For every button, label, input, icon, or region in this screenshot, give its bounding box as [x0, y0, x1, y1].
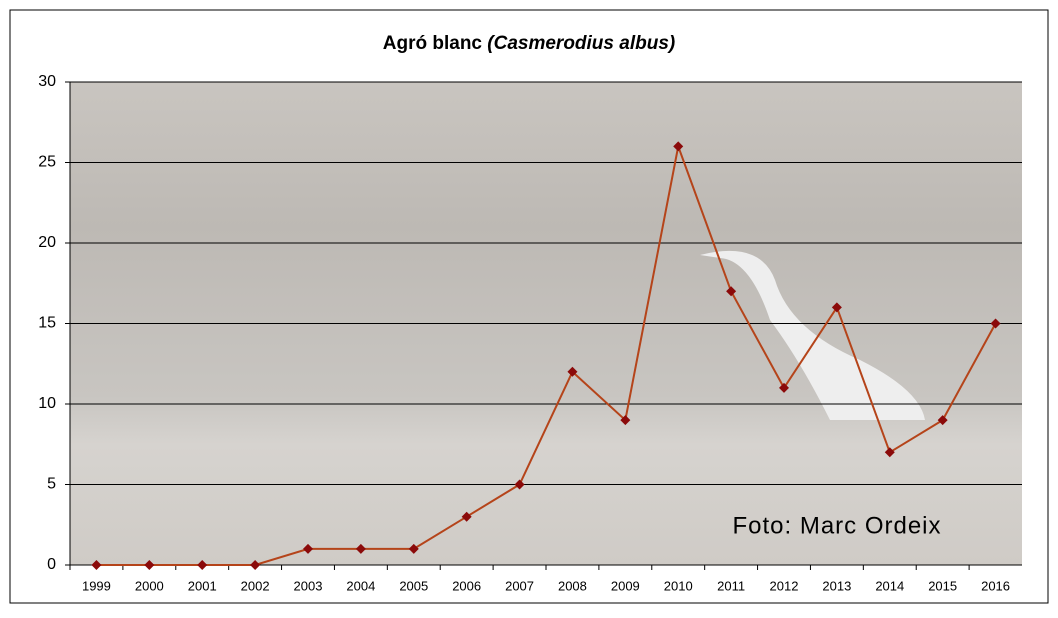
x-tick-label: 2011	[717, 578, 745, 593]
title-species: (Casmerodius albus)	[487, 33, 675, 54]
x-tick-label: 2003	[294, 578, 323, 593]
x-tick-label: 1999	[82, 578, 111, 593]
y-tick-label: 20	[38, 234, 56, 251]
x-tick-label: 2014	[875, 578, 904, 593]
x-tick-label: 2006	[452, 578, 481, 593]
chart: Agró blanc (Casmerodius albus) Foto: Mar…	[0, 0, 1058, 613]
x-tick-label: 2016	[981, 578, 1010, 593]
x-tick-label: 2002	[241, 578, 270, 593]
x-tick-label: 2008	[558, 578, 587, 593]
x-tick-label: 2004	[346, 578, 375, 593]
x-tick-label: 2012	[770, 578, 799, 593]
x-tick-label: 2009	[611, 578, 640, 593]
x-tick-label: 2000	[135, 578, 164, 593]
x-tick-label: 2005	[399, 578, 428, 593]
y-tick-label: 30	[38, 73, 56, 90]
x-tick-label: 2010	[664, 578, 693, 593]
title-main: Agró blanc	[383, 33, 483, 54]
photo-credit: Foto: Marc Ordeix	[732, 512, 941, 539]
y-tick-label: 0	[47, 556, 56, 573]
x-tick-label: 2007	[505, 578, 534, 593]
y-tick-label: 25	[38, 154, 56, 171]
y-tick-label: 10	[38, 395, 56, 412]
y-tick-label: 5	[47, 476, 56, 493]
x-tick-label: 2001	[188, 578, 217, 593]
x-tick-label: 2015	[928, 578, 957, 593]
y-tick-label: 15	[38, 315, 56, 332]
chart-title: Agró blanc (Casmerodius albus)	[383, 33, 675, 54]
x-tick-label: 2013	[822, 578, 851, 593]
